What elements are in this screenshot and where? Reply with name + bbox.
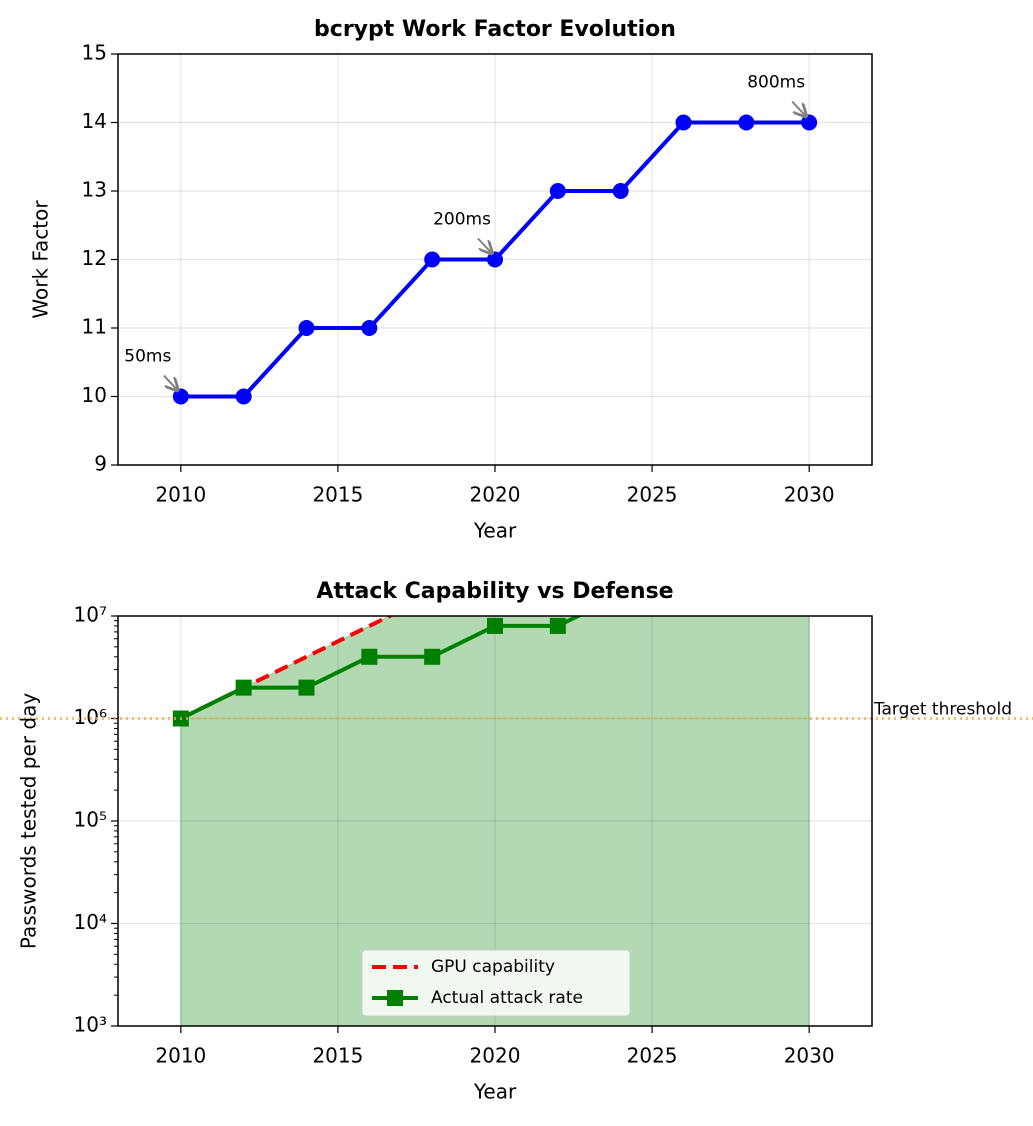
point xyxy=(675,114,692,131)
point xyxy=(738,556,754,572)
x-tick-label: 2020 xyxy=(470,1044,521,1068)
y-tick-label: 14 xyxy=(82,109,107,133)
x-axis-label: Year xyxy=(473,519,517,543)
y-tick-label: 15 xyxy=(82,41,107,65)
y-tick-label: 10 xyxy=(82,383,107,407)
point xyxy=(361,648,378,665)
point xyxy=(298,679,315,696)
y-tick-label: 13 xyxy=(82,178,107,202)
legend-box xyxy=(361,949,631,1017)
y-axis-label: Passwords tested per day xyxy=(17,693,41,949)
point xyxy=(676,587,692,603)
x-tick-label: 2030 xyxy=(784,1044,835,1068)
x-tick-label: 2015 xyxy=(312,1044,363,1068)
point xyxy=(235,679,252,696)
x-axis-label: Year xyxy=(473,1080,517,1104)
threshold-label: Target threshold xyxy=(873,700,1012,720)
x-tick-label: 2020 xyxy=(470,483,521,507)
point xyxy=(424,251,441,268)
series-line xyxy=(179,616,395,721)
point xyxy=(235,388,252,405)
point xyxy=(549,183,566,199)
y-tick-label: 10⁴ xyxy=(74,910,107,934)
x-tick-label: 2010 xyxy=(155,1044,206,1068)
point xyxy=(424,648,441,665)
x-tick-label: 2030 xyxy=(784,483,835,507)
point xyxy=(298,320,315,336)
y-tick-label: 10⁵ xyxy=(74,808,107,832)
point xyxy=(361,320,378,336)
x-tick-label: 2015 xyxy=(312,483,363,507)
point xyxy=(801,556,817,572)
annotation: 50ms xyxy=(124,347,171,367)
x-tick-label: 2025 xyxy=(627,483,678,507)
y-tick-label: 11 xyxy=(82,315,107,339)
point xyxy=(487,617,503,634)
point xyxy=(549,617,566,634)
annotation-arrow xyxy=(791,100,806,117)
plot-area xyxy=(172,114,818,405)
chart-title: bcrypt Work Factor Evolution xyxy=(314,17,676,42)
x-tick-label: 2010 xyxy=(155,483,206,507)
legend-label: GPU capability xyxy=(431,957,555,977)
y-tick-label: 10⁷ xyxy=(74,603,107,627)
point xyxy=(738,114,755,131)
chart-title: Attack Capability vs Defense xyxy=(316,579,673,604)
y-tick-label: 9 xyxy=(94,452,107,476)
y-tick-label: 10³ xyxy=(74,1013,107,1037)
x-tick-label: 2025 xyxy=(627,1044,678,1068)
point xyxy=(612,183,629,199)
axes-frame xyxy=(117,53,873,466)
y-tick-label: 12 xyxy=(82,246,107,270)
y-axis-label: Work Factor xyxy=(29,200,53,319)
annotation-arrow xyxy=(163,374,178,391)
axes-frame xyxy=(117,615,873,1027)
legend-label: Actual attack rate xyxy=(431,988,583,1008)
annotation: 200ms xyxy=(433,210,491,230)
annotation: 800ms xyxy=(747,73,805,93)
annotation-arrow xyxy=(477,237,492,254)
legend-marker xyxy=(387,990,403,1006)
